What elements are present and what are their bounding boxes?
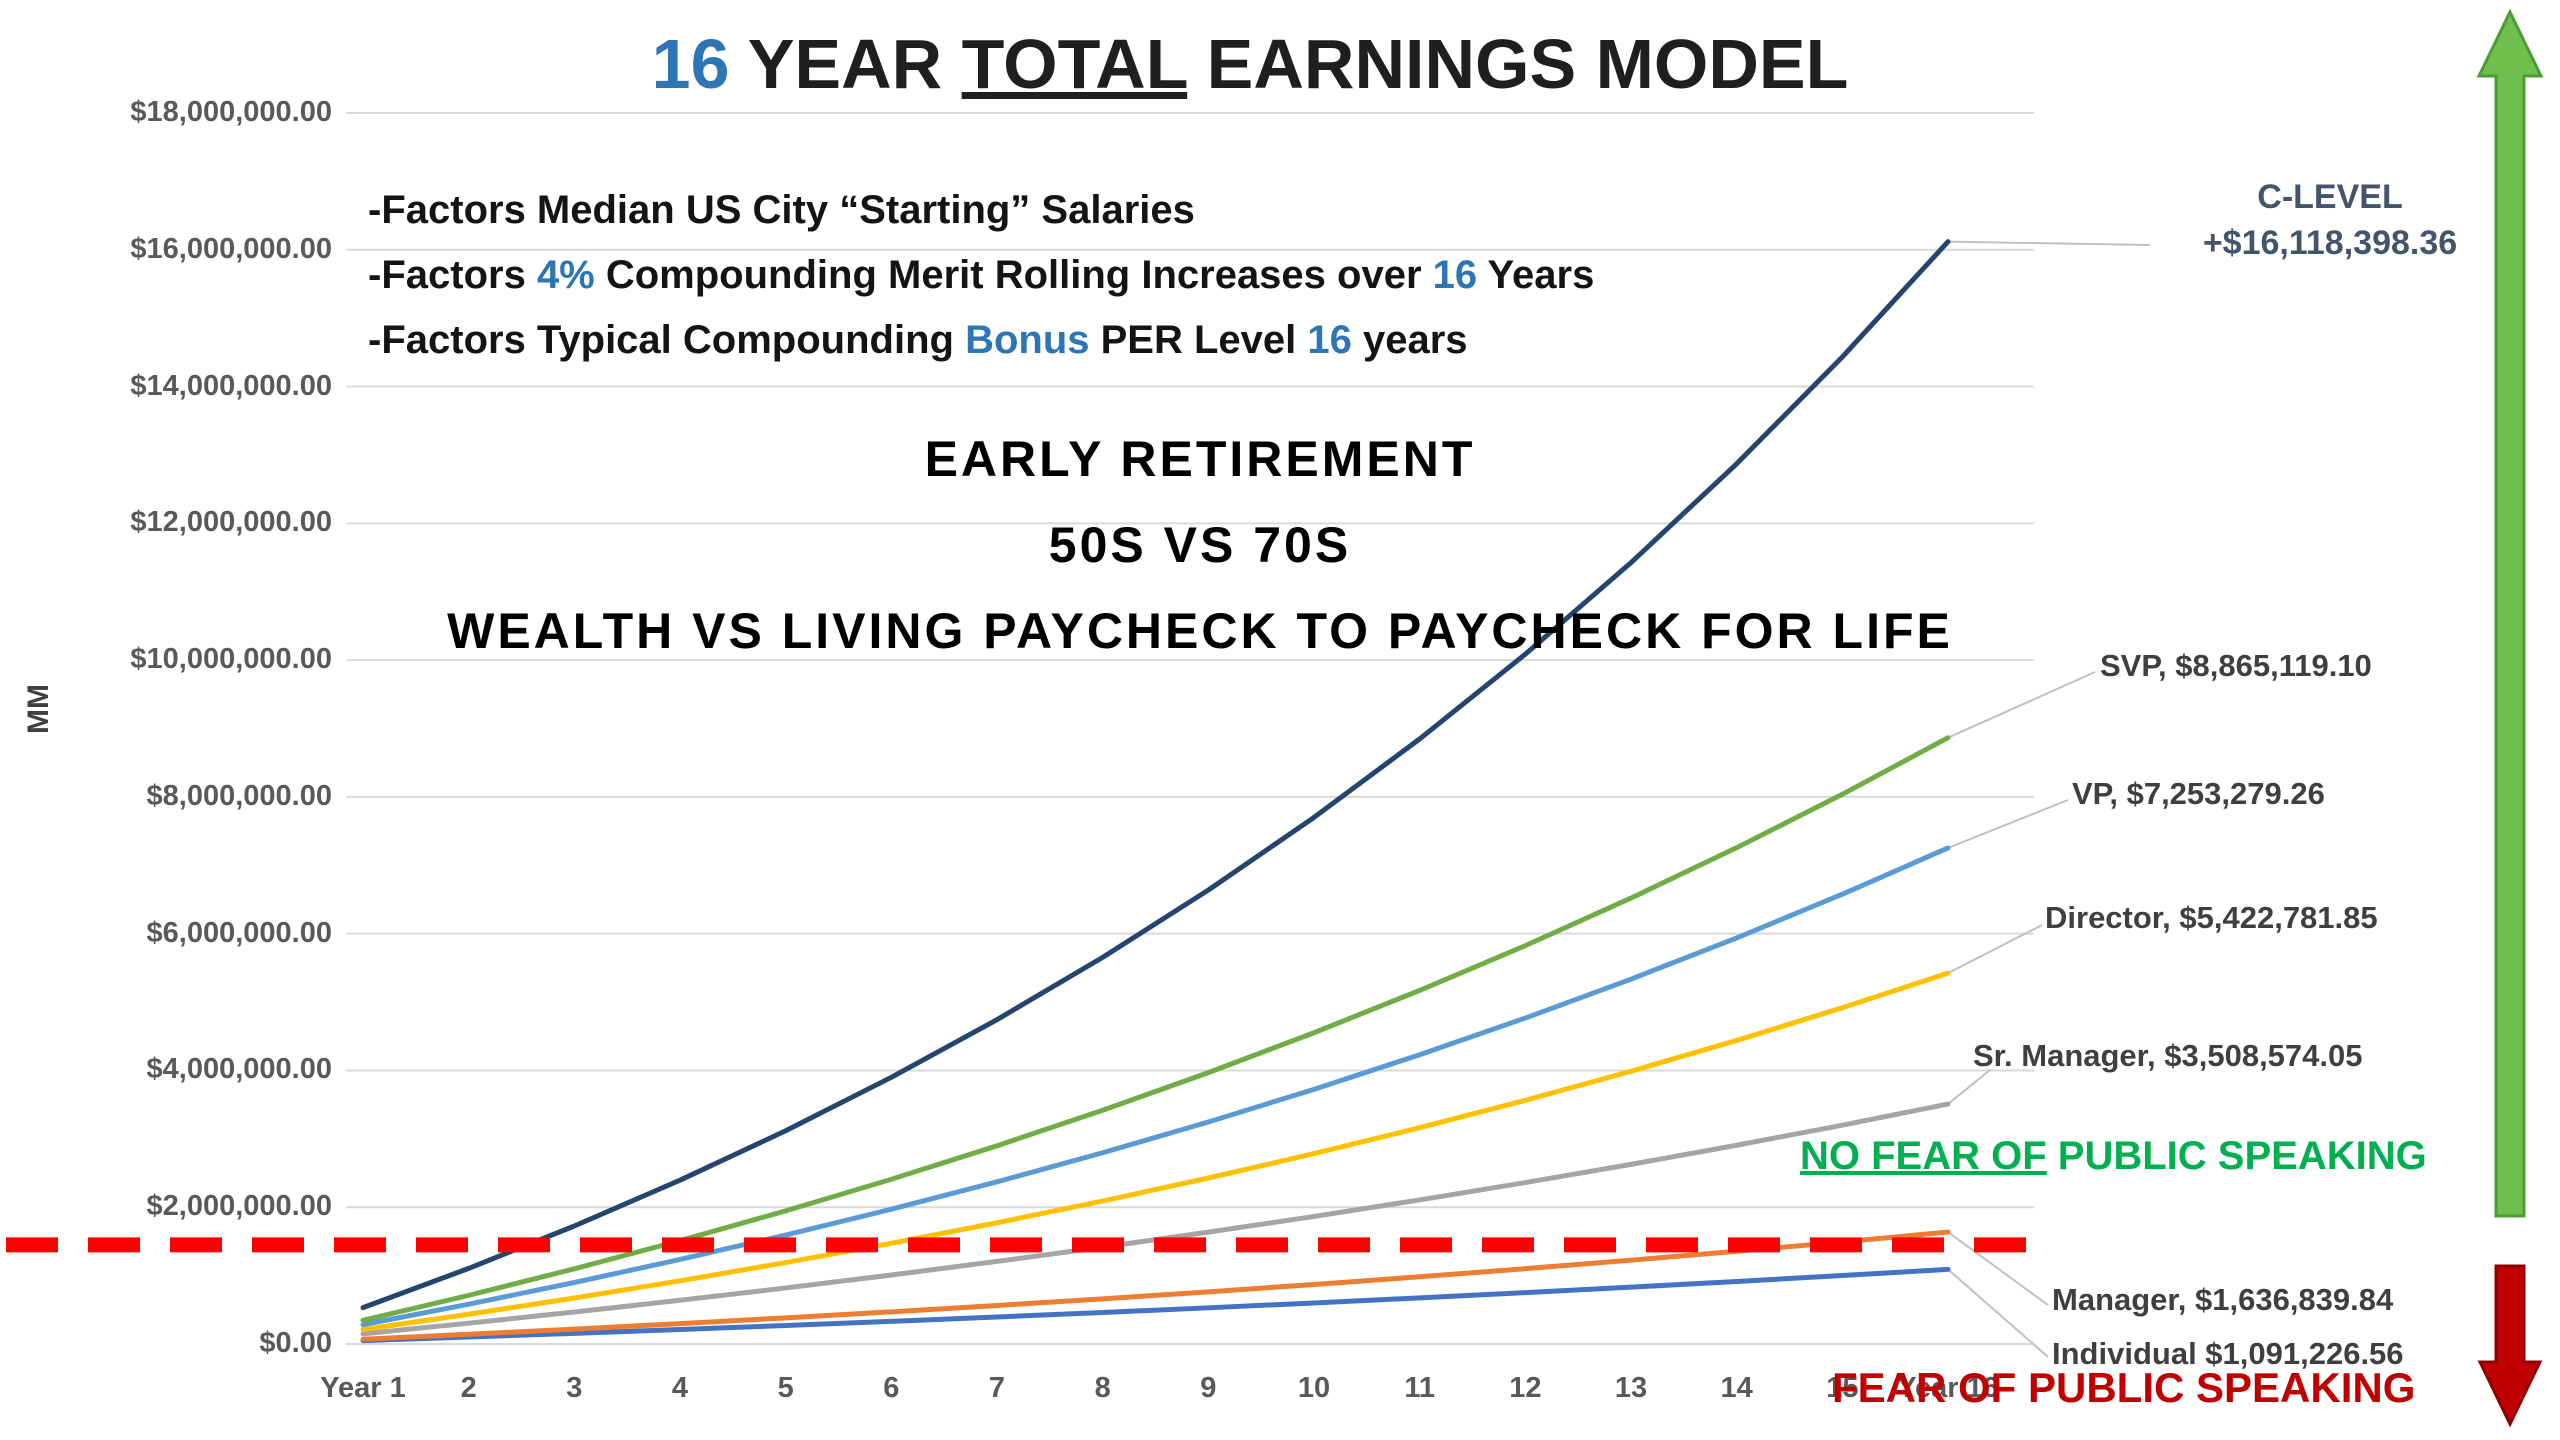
series-line-c-level xyxy=(360,239,1951,1311)
caption-line-3: WEALTH VS LIVING PAYCHECK TO PAYCHECK FO… xyxy=(447,603,1953,659)
center-caption: EARLY RETIREMENT 50S VS 70S WEALTH VS LI… xyxy=(280,416,2120,674)
caption-line-1: EARLY RETIREMENT xyxy=(924,431,1476,487)
decline-down-arrow xyxy=(2477,1264,2543,1428)
y-tick-label: $0.00 xyxy=(259,1327,332,1359)
x-tick-label: 15 xyxy=(1826,1372,1859,1404)
leader-line xyxy=(1947,671,2096,739)
leader-line xyxy=(1947,1268,2049,1358)
series-line-manager xyxy=(360,1229,1951,1342)
y-tick-label: $12,000,000.00 xyxy=(130,506,332,539)
x-tick-label: 11 xyxy=(1404,1372,1435,1404)
series-line-director xyxy=(360,970,1951,1333)
series-label-director: Director, $5,422,781.85 xyxy=(2045,900,2378,935)
y-tick-label: $2,000,000.00 xyxy=(146,1190,332,1223)
x-tick-label: 9 xyxy=(1200,1372,1217,1404)
x-tick-label: Year 16 xyxy=(1897,1372,1999,1404)
series-label-sr-manager: Sr. Manager, $3,508,574.05 xyxy=(1973,1038,2363,1073)
leader-line xyxy=(1947,1069,1991,1105)
caption-line-2: 50S VS 70S xyxy=(1048,517,1352,573)
factors-note: -Factors Median US City “Starting” Salar… xyxy=(368,178,1594,373)
series-line-svp xyxy=(360,735,1951,1323)
series-label-c-level-value: +$16,118,398.36 xyxy=(2202,224,2458,262)
leader-line xyxy=(1947,799,2069,849)
x-tick-label: 8 xyxy=(1094,1372,1111,1404)
no-fear-annotation: NO FEAR OF PUBLIC SPEAKING xyxy=(1800,1134,2427,1178)
series-label-c-level-name: C-LEVEL xyxy=(2257,178,2403,216)
series-label-manager: Manager, $1,636,839.84 xyxy=(2052,1282,2394,1317)
x-tick-label: Year 1 xyxy=(320,1372,406,1404)
y-tick-label: $16,000,000.00 xyxy=(130,232,332,265)
y-tick-label: $8,000,000.00 xyxy=(146,779,332,812)
series-label-vp: VP, $7,253,279.26 xyxy=(2072,776,2325,811)
y-tick-label: $4,000,000.00 xyxy=(146,1053,332,1086)
y-tick-label: $14,000,000.00 xyxy=(130,369,332,402)
y-tick-label: $18,000,000.00 xyxy=(130,96,332,128)
fear-annotation: FEAR OF PUBLIC SPEAKING xyxy=(1832,1364,2416,1411)
x-tick-label: 13 xyxy=(1614,1372,1648,1404)
factors-line-3: -Factors Typical Compounding Bonus PER L… xyxy=(368,318,1468,362)
factors-line-2: -Factors 4% Compounding Merit Rolling In… xyxy=(368,253,1595,297)
x-tick-label: 6 xyxy=(883,1372,900,1404)
leader-line xyxy=(1947,1231,2049,1306)
x-tick-label: 4 xyxy=(671,1372,689,1404)
x-tick-label: 10 xyxy=(1297,1372,1331,1404)
x-tick-label: 14 xyxy=(1720,1372,1753,1404)
growth-up-arrow xyxy=(2476,8,2544,1218)
x-tick-label: 3 xyxy=(566,1372,583,1404)
series-label-svp: SVP, $8,865,119.10 xyxy=(2100,648,2372,683)
x-tick-label: 2 xyxy=(460,1372,477,1404)
x-tick-label: 12 xyxy=(1509,1372,1542,1404)
factors-line-1: -Factors Median US City “Starting” Salar… xyxy=(368,188,1195,232)
series-label-c-level: C-LEVEL +$16,118,398.36 xyxy=(2120,174,2540,266)
series-line-individual xyxy=(360,1266,1951,1344)
y-tick-label: $6,000,000.00 xyxy=(146,916,332,949)
chart-title: 16 YEAR TOTAL EARNINGS MODEL xyxy=(651,25,1849,103)
series-line-vp xyxy=(360,845,1951,1328)
leader-line xyxy=(1947,924,2043,975)
x-tick-label: 5 xyxy=(777,1372,794,1404)
y-tick-label: $10,000,000.00 xyxy=(130,643,332,676)
leader-line xyxy=(1947,240,2151,246)
x-tick-label: 7 xyxy=(988,1372,1006,1404)
series-label-individual: Individual $1,091,226.56 xyxy=(2052,1336,2404,1371)
y-axis-title: MM xyxy=(21,684,55,734)
